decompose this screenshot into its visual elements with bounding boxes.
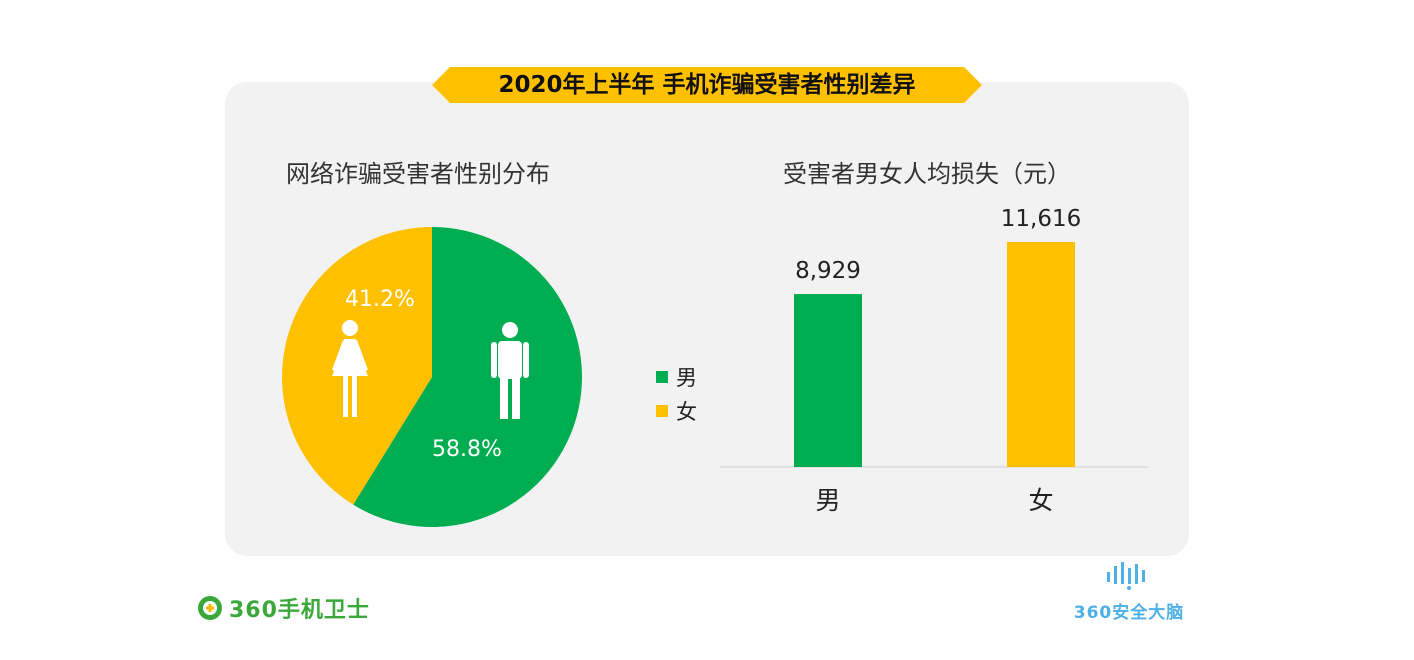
pie-chart-title: 网络诈骗受害者性别分布 [286, 160, 550, 188]
bar-male [794, 294, 862, 467]
brand-360-security-brain: 360安全大脑 [1062, 560, 1196, 623]
page-title: 2020年上半年 手机诈骗受害者性别差异 [498, 72, 916, 98]
title-banner: 2020年上半年 手机诈骗受害者性别差异 [432, 65, 982, 105]
pie-label-female: 41.2% [345, 287, 415, 312]
legend-item-female: 女 [656, 394, 697, 428]
pie-chart: 41.2% 58.8% [281, 227, 582, 527]
male-figure-icon [491, 322, 529, 419]
pie-label-male: 58.8% [432, 437, 502, 462]
360-shield-logo-icon [198, 596, 222, 620]
legend-swatch-male [656, 371, 668, 383]
legend-item-male: 男 [656, 360, 697, 394]
bar-female [1007, 242, 1075, 467]
bar-value-label: 11,616 [1001, 206, 1081, 232]
legend-label-female: 女 [676, 400, 697, 424]
soundwave-logo-icon [1107, 562, 1145, 590]
legend: 男 女 [656, 360, 697, 428]
legend-swatch-female [656, 405, 668, 417]
x-tick-label: 女 [1028, 486, 1053, 515]
legend-label-male: 男 [676, 366, 697, 390]
brand-360-mobile-guard: 360手机卫士 [197, 592, 370, 624]
brand-left-text: 360手机卫士 [229, 598, 370, 623]
female-figure-icon [332, 320, 368, 417]
bar-chart: 8,929 男 11,616 女 [720, 206, 1148, 515]
x-tick-label: 男 [815, 486, 840, 515]
banner-shape [432, 67, 982, 103]
bar-value-label: 8,929 [795, 258, 861, 284]
pie-slice-male [353, 227, 582, 527]
bar-chart-title: 受害者男女人均损失（元） [783, 160, 1071, 188]
brand-right-text: 360安全大脑 [1073, 603, 1185, 623]
